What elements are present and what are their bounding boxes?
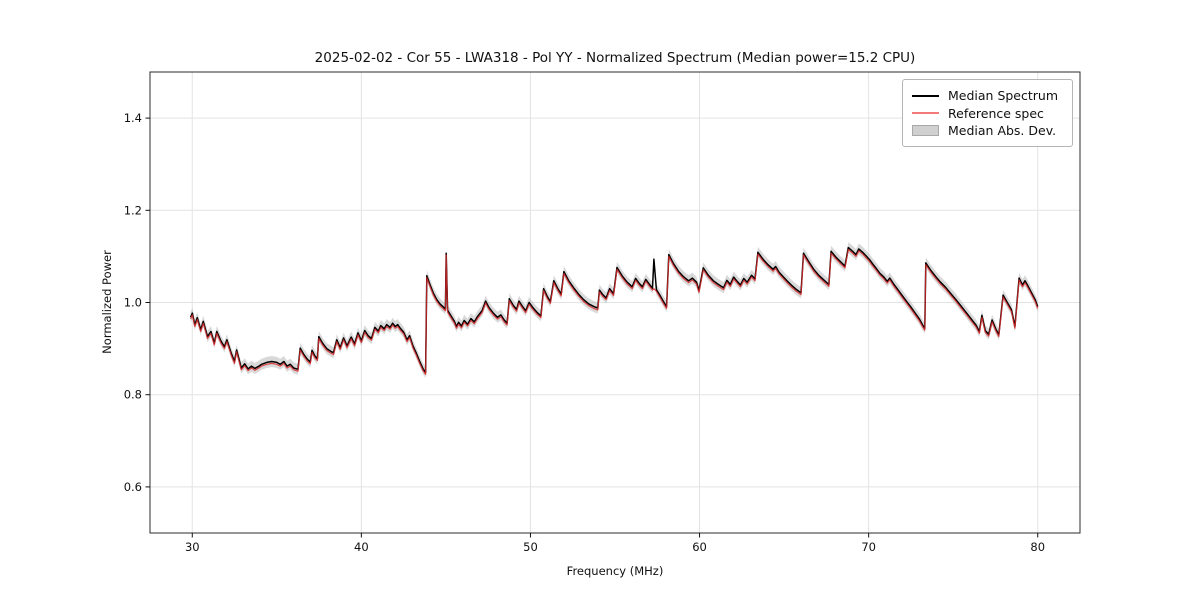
x-tick-label: 60 — [692, 540, 707, 554]
x-tick-label: 40 — [354, 540, 369, 554]
y-tick-label: 1.4 — [124, 111, 142, 125]
legend-label: Median Spectrum — [948, 88, 1059, 103]
chart-title: 2025-02-02 - Cor 55 - LWA318 - Pol YY - … — [314, 50, 916, 66]
reference-spec-line — [190, 248, 1039, 375]
x-axis-label: Frequency (MHz) — [566, 564, 664, 578]
reference-spec-line-swatch-icon — [912, 112, 939, 114]
legend-item-median-abs-dev: Median Abs. Dev. — [912, 122, 1063, 139]
legend-item-median-spectrum: Median Spectrum — [912, 87, 1063, 104]
x-tick-label: 50 — [523, 540, 538, 554]
y-tick-label: 1.0 — [124, 296, 142, 310]
median-spectrum-line — [189, 246, 1039, 374]
y-tick-label: 0.6 — [124, 480, 142, 494]
x-tick-label: 70 — [861, 540, 876, 554]
legend-label: Median Abs. Dev. — [948, 123, 1057, 138]
legend-item-reference-spec: Reference spec — [912, 105, 1063, 122]
median-spectrum-line-swatch-icon — [912, 94, 939, 97]
x-tick-label: 30 — [185, 540, 200, 554]
median-abs-dev-band-swatch-icon — [912, 125, 939, 136]
x-tick-label: 80 — [1030, 540, 1045, 554]
y-tick-label: 1.2 — [124, 203, 142, 217]
legend: Median Spectrum Reference spec Median Ab… — [902, 79, 1073, 147]
legend-label: Reference spec — [948, 105, 1044, 121]
y-tick-label: 0.8 — [124, 388, 142, 402]
